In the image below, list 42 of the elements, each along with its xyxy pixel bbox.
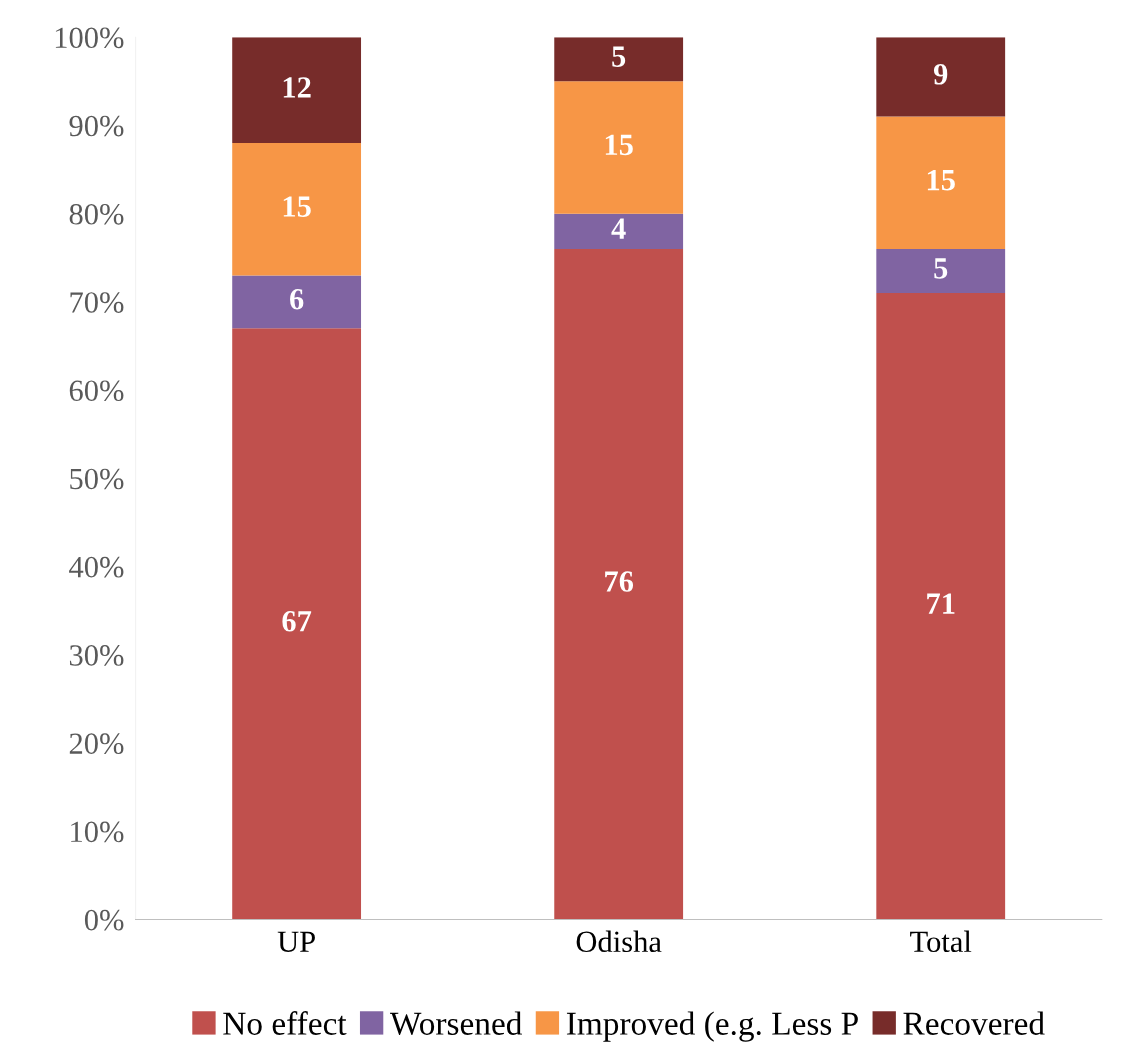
- data-label: 6: [290, 289, 304, 310]
- bar: [876, 37, 1006, 117]
- y-tick-label: 20%: [69, 733, 124, 755]
- y-tick-label: 70%: [70, 292, 124, 313]
- data-label: 9: [933, 64, 948, 85]
- data-label: 15: [283, 196, 311, 217]
- bar: [876, 248, 1006, 294]
- y-tick-label: 90%: [69, 115, 124, 137]
- bar: [554, 37, 684, 82]
- bar: [232, 143, 362, 276]
- x-tick-label: Odisha: [576, 930, 662, 953]
- data-label: 15: [927, 169, 955, 191]
- data-label: 76: [605, 571, 634, 592]
- legend-label: No effect: [223, 1011, 347, 1035]
- y-tick-label: 50%: [70, 468, 124, 490]
- data-label: 5: [934, 258, 948, 279]
- x-tick-label: Total: [910, 930, 972, 953]
- bar: [876, 293, 1006, 920]
- y-tick-label: 60%: [69, 380, 124, 402]
- bar: [554, 81, 684, 214]
- bar: [232, 37, 362, 144]
- bar: [232, 275, 362, 329]
- data-label: 4: [611, 218, 626, 239]
- y-tick-label: 10%: [71, 821, 124, 843]
- data-label: 71: [927, 593, 955, 614]
- y-tick-label: 100%: [55, 27, 124, 49]
- y-tick-label: 40%: [69, 556, 124, 578]
- y-tick-label: 80%: [69, 203, 124, 225]
- legend-label: Improved (e.g. Less P: [566, 1011, 858, 1042]
- y-tick-label: 30%: [69, 645, 124, 666]
- bar: [232, 328, 362, 920]
- bar: [554, 213, 684, 249]
- data-label: 67: [282, 611, 312, 632]
- bar: [876, 116, 1006, 249]
- data-label: 15: [605, 134, 633, 156]
- x-tick-label: UP: [277, 931, 315, 953]
- y-tick-label: 0%: [84, 909, 124, 931]
- legend-label: Worsened: [389, 1011, 523, 1036]
- data-label: 12: [283, 77, 311, 98]
- legend-label: Recovered: [903, 1011, 1045, 1035]
- data-label: 5: [612, 46, 626, 67]
- bar: [554, 248, 684, 920]
